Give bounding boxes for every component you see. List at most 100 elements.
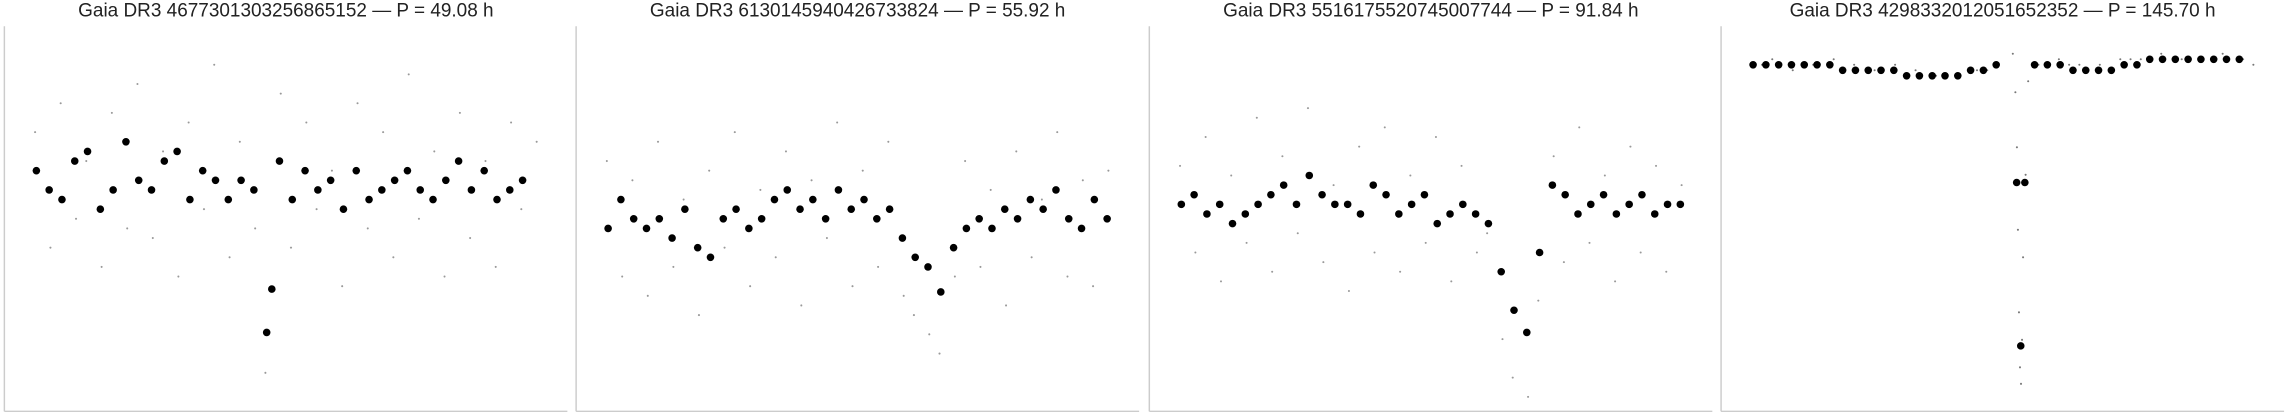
binned-point [1000,205,1009,213]
binned-point [898,234,907,242]
raw-point [1501,338,1504,341]
binned-point [1676,200,1685,209]
binned-point [1190,190,1198,199]
binned-point [58,195,66,204]
raw-point [1603,174,1606,177]
binned-point [339,205,348,213]
binned-point [1039,205,1047,213]
binned-point [988,224,996,233]
binned-point [390,176,399,185]
raw-point [708,169,711,172]
raw-point [1562,261,1565,264]
binned-point [1510,306,1518,315]
binned-point [1638,190,1646,199]
raw-point [2098,63,2101,66]
raw-point [2018,366,2022,369]
binned-point [1535,248,1544,257]
raw-point [238,140,241,143]
binned-point [2145,55,2154,64]
binned-point [1877,66,1885,75]
raw-point [877,265,880,268]
raw-point [1081,179,1084,182]
raw-point [2180,58,2183,61]
binned-point [1267,190,1275,199]
raw-point [1552,155,1555,158]
binned-point [96,205,105,213]
raw-point [330,169,333,172]
binned-point [109,186,117,194]
raw-point [1424,241,1427,244]
binned-point [1864,66,1873,75]
binned-point [706,253,715,262]
raw-point [202,208,206,211]
binned-point [211,176,220,185]
raw-point [2016,228,2019,231]
binned-point [2107,66,2116,75]
raw-point [1245,241,1248,244]
panel-title: Gaia DR3 5516175520745007744 — P = 91.84… [1223,1,1638,22]
binned-point [1356,210,1365,218]
raw-point [1680,184,1683,187]
binned-point [326,176,335,185]
binned-point [1979,66,1988,75]
raw-point [484,160,487,163]
binned-point [1077,224,1086,233]
binned-point [604,224,612,233]
raw-point [213,63,216,66]
raw-point [631,179,634,182]
binned-point [2184,55,2192,64]
binned-point [1026,195,1035,204]
binned-point [2171,55,2180,64]
binned-point [1241,210,1250,218]
binned-point [2133,60,2141,69]
raw-point [2252,63,2255,66]
raw-point [912,314,915,317]
raw-point [1322,261,1325,264]
raw-point [964,160,967,163]
binned-point [2197,55,2205,64]
binned-point [378,186,386,194]
raw-point [2011,52,2014,55]
raw-point [861,169,864,172]
raw-point [682,198,685,201]
binned-point [821,215,830,223]
binned-point [783,186,792,194]
raw-point [1219,280,1223,283]
binned-point [173,147,181,156]
raw-point [1527,395,1530,398]
raw-point [1665,270,1668,273]
raw-point [1255,116,1258,119]
binned-point [847,205,856,213]
raw-point [494,265,497,268]
raw-point [49,246,52,249]
binned-point [1471,210,1480,218]
raw-point [1399,270,1402,273]
binned-point [796,205,804,213]
binned-point [2056,60,2064,69]
raw-point [646,294,649,297]
raw-point [1030,256,1033,259]
binned-point [45,186,53,194]
raw-point [2017,311,2020,314]
binned-point [1800,60,1809,69]
raw-point [1056,131,1059,134]
raw-point [1511,376,1514,379]
raw-point [162,150,165,153]
binned-point [365,195,373,204]
raw-point [458,111,461,114]
binned-point [275,157,284,165]
binned-point [506,186,514,194]
raw-point [1383,126,1386,129]
binned-point [314,186,322,194]
raw-point [1332,184,1335,187]
raw-point [2139,58,2142,61]
binned-point [1749,60,1757,69]
binned-point [1902,71,1911,80]
raw-point [1281,155,1284,158]
raw-point [1005,304,1008,307]
binned-point [2012,178,2021,187]
binned-point [873,215,881,223]
raw-point [2057,58,2060,61]
binned-point [480,166,488,175]
raw-point [1853,63,1856,66]
